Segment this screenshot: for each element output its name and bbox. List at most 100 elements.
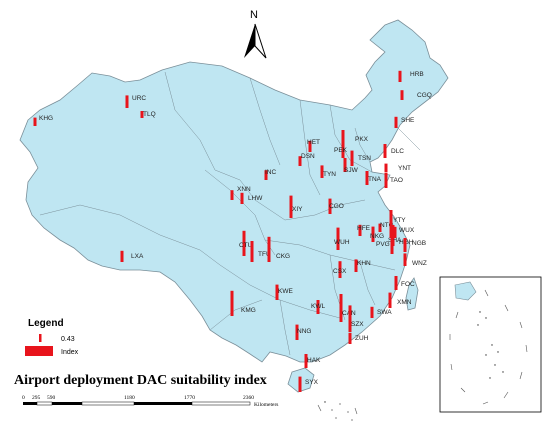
- scale-unit: Kilometers: [254, 402, 278, 408]
- airport-label-nkg: NKG: [370, 233, 384, 240]
- airport-label-xnn: XNN: [237, 186, 251, 193]
- airport-bar-tsn: [350, 150, 354, 166]
- north-arrow-left-icon: [244, 24, 255, 58]
- airport-bar-can: [339, 294, 343, 322]
- airport-label-swa: SWA: [377, 309, 392, 316]
- airport-bar-tyn: [320, 165, 324, 178]
- airport-bar-syx: [298, 376, 302, 392]
- airport-bar-ckg: [267, 236, 271, 262]
- airport-bar-pek: [341, 130, 345, 158]
- scale-tick-4: 1770: [184, 395, 195, 401]
- airport-bar-nng: [295, 324, 299, 340]
- airport-bar-xmn: [388, 292, 392, 308]
- legend-index-swatch: [25, 346, 53, 356]
- airport-label-pek: PEK: [334, 147, 348, 154]
- airport-label-cgq: CGQ: [417, 92, 432, 99]
- airport-bar-ynt: [384, 163, 388, 172]
- airport-bar-hak: [304, 354, 308, 368]
- airport-bar-ngb: [403, 238, 407, 252]
- airport-label-tna: TNA: [368, 176, 382, 183]
- airport-label-hak: HAK: [307, 357, 321, 364]
- airport-label-sha: SHA: [388, 237, 402, 244]
- airport-bar-inc: [264, 170, 268, 180]
- airport-label-khg: KHG: [39, 115, 53, 122]
- airport-bar-het: [308, 140, 312, 152]
- airport-bar-tfu: [250, 241, 254, 262]
- airport-bar-dsn: [298, 156, 302, 166]
- airport-label-sjw: SJW: [344, 167, 359, 174]
- airport-bar-lxa: [120, 250, 124, 262]
- legend-value-swatch: [39, 334, 42, 342]
- airport-label-she: SHE: [401, 117, 415, 124]
- north-label: N: [250, 9, 258, 21]
- legend-value-label: 0.43: [61, 336, 75, 343]
- airport-bar-wux: [393, 226, 397, 238]
- map-title: Airport deployment DAC suitability index: [14, 373, 267, 388]
- airport-label-ngb: NGB: [412, 240, 426, 247]
- airport-bar-kwe: [275, 284, 279, 300]
- airport-label-wux: WUX: [399, 227, 415, 234]
- airport-label-kmg: KMG: [241, 307, 256, 314]
- airport-label-tyn: TYN: [323, 171, 336, 178]
- scale-tick-2: 590: [47, 395, 56, 401]
- airport-bar-xiy: [289, 195, 293, 218]
- airports-layer: HRB CGQ URC TLQ KHG SHE PKX PEK TSN DLC YNT HET DSN S…: [33, 70, 432, 392]
- airport-bar-pvg: [389, 210, 393, 238]
- airport-bar-kmg: [230, 290, 234, 316]
- airport-bar-wnz: [403, 253, 407, 266]
- airport-label-pvg: PVG: [376, 241, 390, 248]
- airport-bar-szx: [348, 305, 352, 332]
- north-arrow-right-icon: [254, 23, 267, 59]
- airport-label-cgo: CGO: [329, 203, 344, 210]
- airport-bar-khg: [33, 117, 37, 126]
- scale-bar: 0 295 590 1180 1770 2360 Kilometers: [22, 395, 278, 408]
- airport-bar-khn: [354, 259, 358, 272]
- airport-label-inc: INC: [265, 169, 277, 176]
- airport-bar-tlq: [140, 111, 144, 118]
- airport-bar-hgh: [390, 233, 394, 254]
- airport-label-lhw: LHW: [248, 195, 263, 202]
- airport-label-syx: SYX: [305, 379, 319, 386]
- airport-bar-sjw: [343, 158, 347, 172]
- airport-label-yty: YTY: [393, 217, 406, 224]
- airport-bar-ntg: [378, 223, 382, 232]
- airport-label-tsn: TSN: [358, 155, 371, 162]
- airport-bar-csx: [338, 261, 342, 278]
- airport-bar-tna: [365, 171, 369, 185]
- scale-tick-1: 295: [32, 395, 41, 401]
- taiwan-island: [405, 277, 419, 311]
- airport-label-foc: FOC: [401, 281, 415, 288]
- airport-label-khn: KHN: [357, 260, 371, 267]
- airport-label-ntg: NTG: [380, 222, 394, 229]
- airport-bar-cgo: [328, 198, 332, 214]
- airport-bar-tao: [384, 172, 388, 188]
- airport-label-wnz: WNZ: [412, 260, 427, 267]
- airport-label-pkx: PKX: [355, 136, 369, 143]
- airport-bar-swa: [370, 306, 374, 318]
- airport-label-xmn: XMN: [397, 299, 412, 306]
- legend: Legend 0.43 Index: [25, 318, 79, 356]
- airport-bar-hrb: [398, 70, 402, 82]
- airport-label-nng: NNG: [297, 328, 311, 335]
- airport-bar-dlc: [383, 144, 387, 158]
- airport-label-kwl: KWL: [311, 303, 325, 310]
- airport-label-ckg: CKG: [276, 253, 290, 260]
- airport-label-tfu: TFU: [258, 251, 271, 258]
- airport-bar-xnn: [230, 190, 234, 200]
- airport-bar-she: [394, 116, 398, 128]
- coastal-island-marks: [317, 404, 358, 415]
- airport-bar-kwl: [316, 300, 320, 314]
- airport-label-wuh: WUH: [334, 239, 350, 246]
- airport-bar-foc: [394, 276, 398, 290]
- airport-label-kwe: KWE: [278, 288, 293, 295]
- airport-bar-urc: [125, 95, 129, 108]
- province-borders: [39, 71, 421, 356]
- north-arrow: N: [244, 9, 267, 59]
- airport-label-zuh: ZUH: [355, 335, 369, 342]
- scale-tick-3: 1180: [124, 395, 135, 401]
- airport-label-urc: URC: [132, 95, 146, 102]
- airport-label-tlq: TLQ: [143, 111, 156, 118]
- airport-label-szx: SZX: [351, 321, 364, 328]
- scale-tick-5: 2360: [243, 395, 254, 401]
